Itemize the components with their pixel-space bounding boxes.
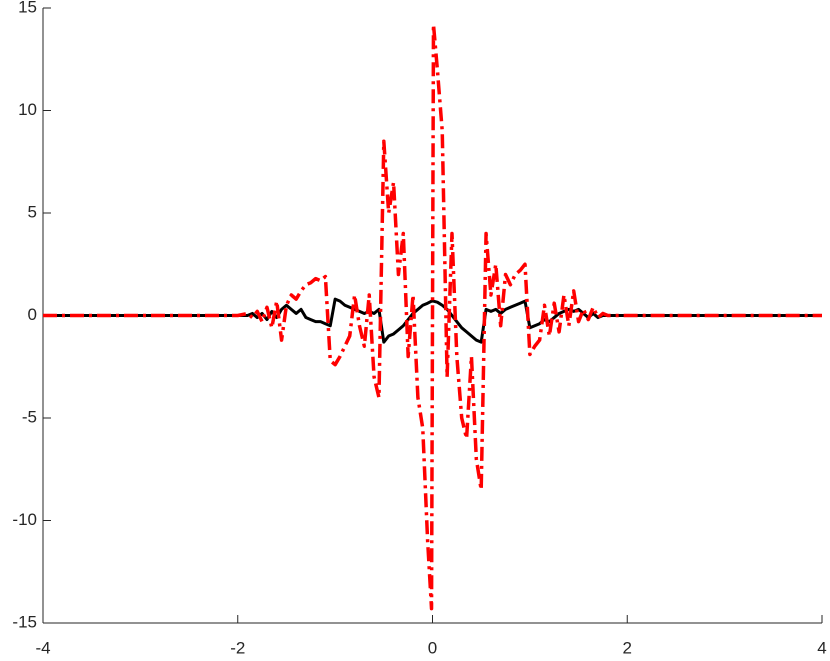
y-tick-label: 10 [18,100,37,119]
y-tick-label: 5 [28,202,37,221]
series-line [43,22,822,611]
y-tick-label: 0 [28,305,37,324]
y-tick-label: -5 [22,407,37,426]
x-tick-label: -2 [230,638,245,657]
series-line [43,297,822,344]
y-tick-label: -10 [12,510,37,529]
x-tick-label: 0 [428,638,437,657]
x-tick-label: 4 [817,638,826,657]
x-tick-label: 2 [623,638,632,657]
x-tick-label: -4 [35,638,50,657]
y-tick-label: -15 [12,612,37,631]
y-tick-label: 15 [18,0,37,16]
